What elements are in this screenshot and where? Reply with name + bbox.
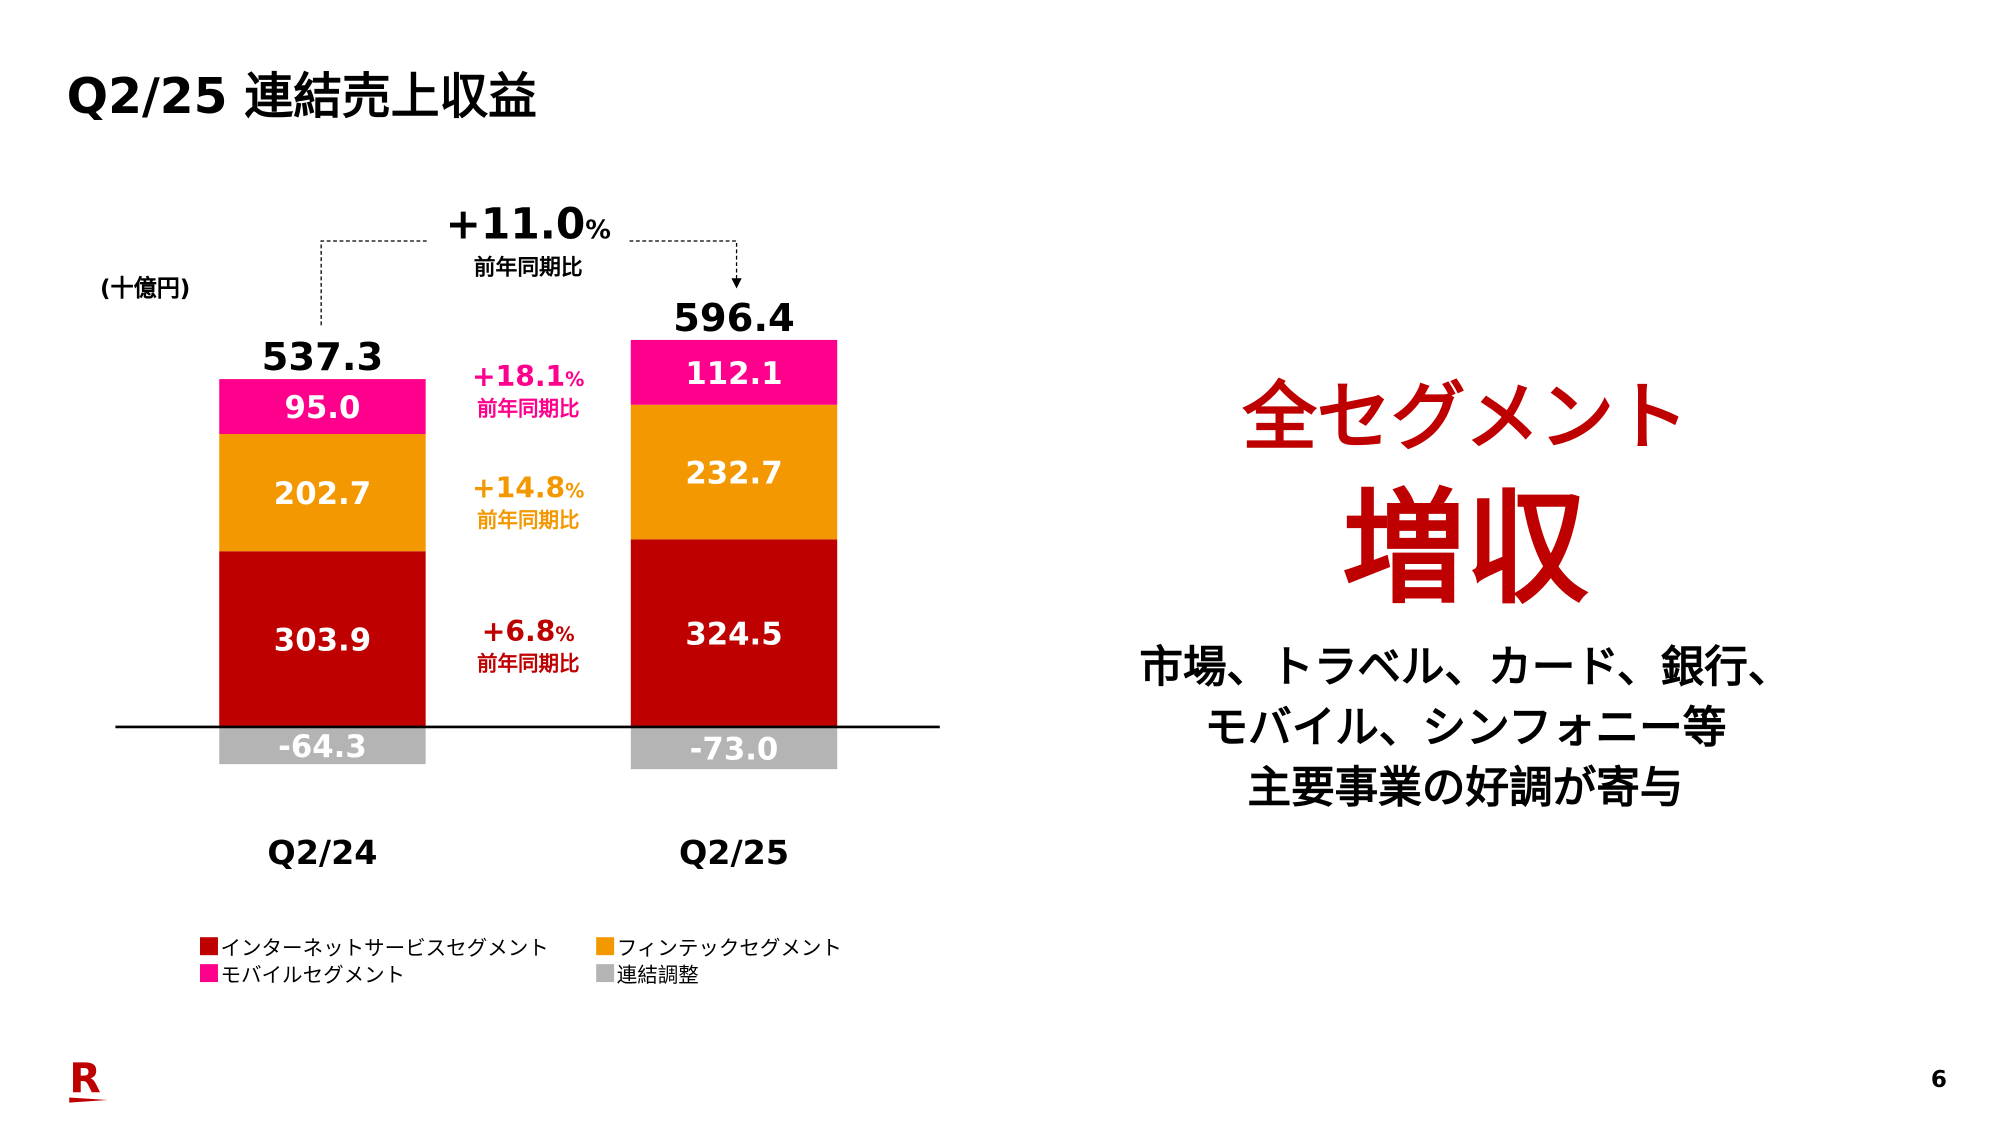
description-line: モバイル、シンフォニー等 [1204, 702, 1727, 754]
growth-value: +18.1% [472, 360, 584, 393]
legend-label: インターネットサービスセグメント [220, 935, 549, 961]
bar-segment [630, 539, 838, 727]
legend-item-fintech: フィンテックセグメント [596, 931, 842, 962]
segment-label: 324.5 [685, 617, 782, 653]
bar-segment [630, 404, 838, 540]
page-title: Q2/25 連結売上収益 [66, 67, 537, 125]
legend-swatch [596, 937, 615, 956]
growth-label: 前年同期比 [477, 396, 579, 420]
growth-label: 前年同期比 [477, 508, 579, 532]
description-line: 主要事業の好調が寄与 [1247, 762, 1684, 815]
legend-label: 連結調整 [616, 962, 699, 988]
headline: 全セグメント [1242, 373, 1689, 461]
segment-label: 232.7 [685, 456, 782, 492]
bar-segment [219, 551, 426, 727]
segment-label: -64.3 [278, 729, 367, 765]
svg-text:R: R [69, 1054, 101, 1102]
growth-label: 前年同期比 [477, 652, 579, 676]
stacked-bar-chart: 303.9 202.7 95.0 -64.3 537.3 Q2/24 324.5 232.7 1… [115, 199, 940, 872]
segment-label: -73.0 [690, 732, 779, 768]
connector-line-left [320, 240, 429, 326]
legend-swatch [596, 964, 615, 983]
legend-swatch [200, 937, 218, 956]
total-label: 596.4 [673, 296, 795, 341]
description: 市場、トラベル、カード、銀行、 モバイル、シンフォニー等 主要事業の好調が寄与 [1077, 638, 1854, 819]
growth-unit: % [555, 623, 574, 646]
segment-label: 95.0 [284, 390, 360, 426]
connector-line-right [629, 240, 738, 280]
category-label: Q2/25 [679, 833, 789, 872]
legend-label: フィンテックセグメント [616, 935, 842, 961]
description-line: 市場、トラベル、カード、銀行、 [1139, 642, 1792, 694]
total-label: 537.3 [262, 335, 384, 380]
legend-item-mobile: モバイルセグメント [200, 958, 405, 989]
segment-label: 112.1 [685, 356, 782, 392]
growth-value: +14.8% [472, 471, 584, 504]
arrow-down-icon [731, 278, 742, 289]
legend-swatch [200, 964, 218, 983]
unit-label: (十億円) [100, 275, 191, 303]
rakuten-logo: R [67, 1054, 113, 1110]
bar-segment [630, 339, 838, 405]
bar-segment [630, 726, 838, 770]
bar-segment [219, 379, 426, 435]
growth-value: +6.8% [482, 615, 575, 648]
category-label: Q2/24 [267, 833, 377, 872]
bar-segment [219, 434, 426, 552]
total-growth-value: +11.0% [445, 199, 611, 248]
total-growth-label: 前年同期比 [474, 254, 583, 280]
legend-item-adjustment: 連結調整 [596, 958, 699, 989]
growth-unit: % [565, 368, 584, 391]
headline-big: 増収 [1342, 476, 1589, 621]
growth-unit: % [565, 479, 584, 502]
legend-item-internet: インターネットサービスセグメント [200, 931, 549, 962]
legend-label: モバイルセグメント [220, 962, 406, 988]
total-growth-unit: % [585, 215, 611, 245]
page-number: 6 [1930, 1066, 1947, 1094]
bar-segment [219, 726, 426, 765]
segment-label: 202.7 [274, 476, 371, 512]
segment-label: 303.9 [274, 623, 371, 659]
